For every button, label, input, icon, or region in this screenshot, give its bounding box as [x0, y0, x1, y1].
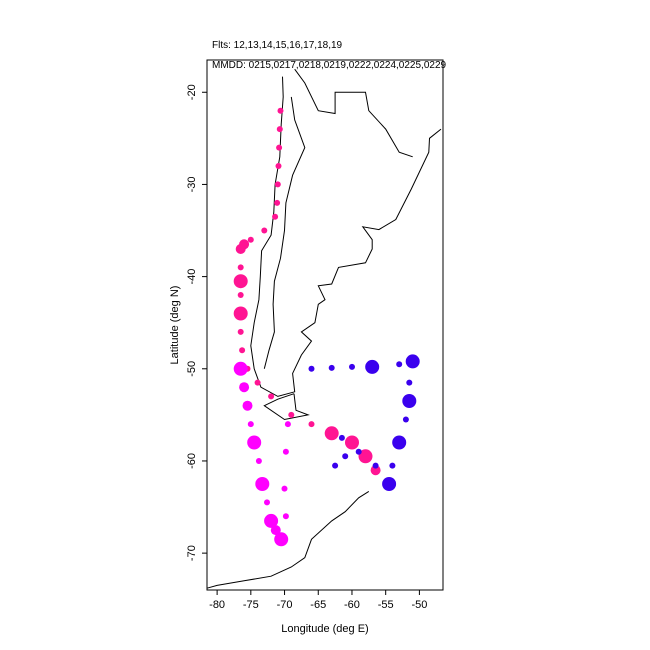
y-axis-title: Latitude (deg N) — [169, 286, 181, 365]
flight-point — [248, 237, 254, 243]
x-tick-label: -65 — [310, 599, 326, 611]
flight-point — [256, 458, 262, 464]
flight-point — [402, 394, 416, 408]
x-tick-label: -60 — [344, 599, 360, 611]
flight-point — [276, 145, 282, 151]
flight-point — [325, 426, 339, 440]
flight-point — [268, 393, 274, 399]
flight-point — [285, 421, 291, 427]
coastline — [264, 97, 305, 369]
flight-point — [264, 499, 270, 505]
flight-track-points — [234, 108, 420, 547]
flight-point — [283, 449, 289, 455]
flight-point — [236, 244, 246, 254]
flight-point — [276, 163, 282, 169]
flight-point — [365, 360, 379, 374]
flight-point — [406, 380, 412, 386]
flight-point — [272, 214, 278, 220]
x-tick-label: -80 — [209, 599, 225, 611]
y-tick-label: -60 — [186, 453, 198, 469]
flight-point — [238, 292, 244, 298]
flight-point — [261, 228, 267, 234]
flight-point — [238, 264, 244, 270]
coastline — [295, 69, 413, 157]
flight-point — [275, 181, 281, 187]
coastline-layer — [207, 69, 441, 588]
flight-point — [332, 463, 338, 469]
y-tick-label: -30 — [186, 176, 198, 192]
flight-point — [389, 463, 395, 469]
flight-point — [234, 274, 248, 288]
x-axis: -80 -75 -70 -65 -60 -55 -50 — [209, 590, 427, 611]
y-tick-label: -40 — [186, 269, 198, 285]
x-tick-label: -70 — [277, 599, 293, 611]
x-tick-label: -75 — [243, 599, 259, 611]
flight-point — [239, 382, 249, 392]
flight-point — [396, 361, 402, 367]
x-axis-title: Longitude (deg E) — [281, 623, 368, 635]
flight-point — [278, 108, 284, 114]
y-tick-label: -20 — [186, 84, 198, 100]
flight-point — [345, 436, 359, 450]
flight-point — [247, 436, 261, 450]
y-tick-label: -70 — [186, 545, 198, 561]
flight-point — [309, 421, 315, 427]
x-tick-label: -50 — [411, 599, 427, 611]
flight-point — [255, 477, 269, 491]
flight-point — [349, 364, 355, 370]
flight-point — [282, 486, 288, 492]
flight-point — [288, 412, 294, 418]
flight-point — [339, 435, 345, 441]
x-tick-label: -55 — [378, 599, 394, 611]
flight-point — [329, 365, 335, 371]
flight-point — [234, 307, 248, 321]
flight-point — [239, 347, 245, 353]
flight-point — [403, 417, 409, 423]
y-tick-label: -50 — [186, 361, 198, 377]
flight-point — [255, 380, 261, 386]
flight-point — [283, 513, 289, 519]
flight-point — [373, 463, 379, 469]
flight-point — [356, 449, 362, 455]
flight-point — [342, 453, 348, 459]
flight-point — [277, 126, 283, 132]
flight-point — [382, 477, 396, 491]
flight-point — [243, 401, 253, 411]
flight-point — [274, 200, 280, 206]
flight-point — [406, 354, 420, 368]
flight-point — [238, 329, 244, 335]
flight-point — [248, 421, 254, 427]
flight-point — [274, 532, 288, 546]
flight-point — [392, 436, 406, 450]
plot-frame — [207, 60, 443, 590]
flight-point — [309, 366, 315, 372]
y-axis: -20 -30 -40 -50 -60 -70 — [186, 84, 207, 561]
flight-point — [234, 362, 248, 376]
coastline — [251, 77, 441, 397]
